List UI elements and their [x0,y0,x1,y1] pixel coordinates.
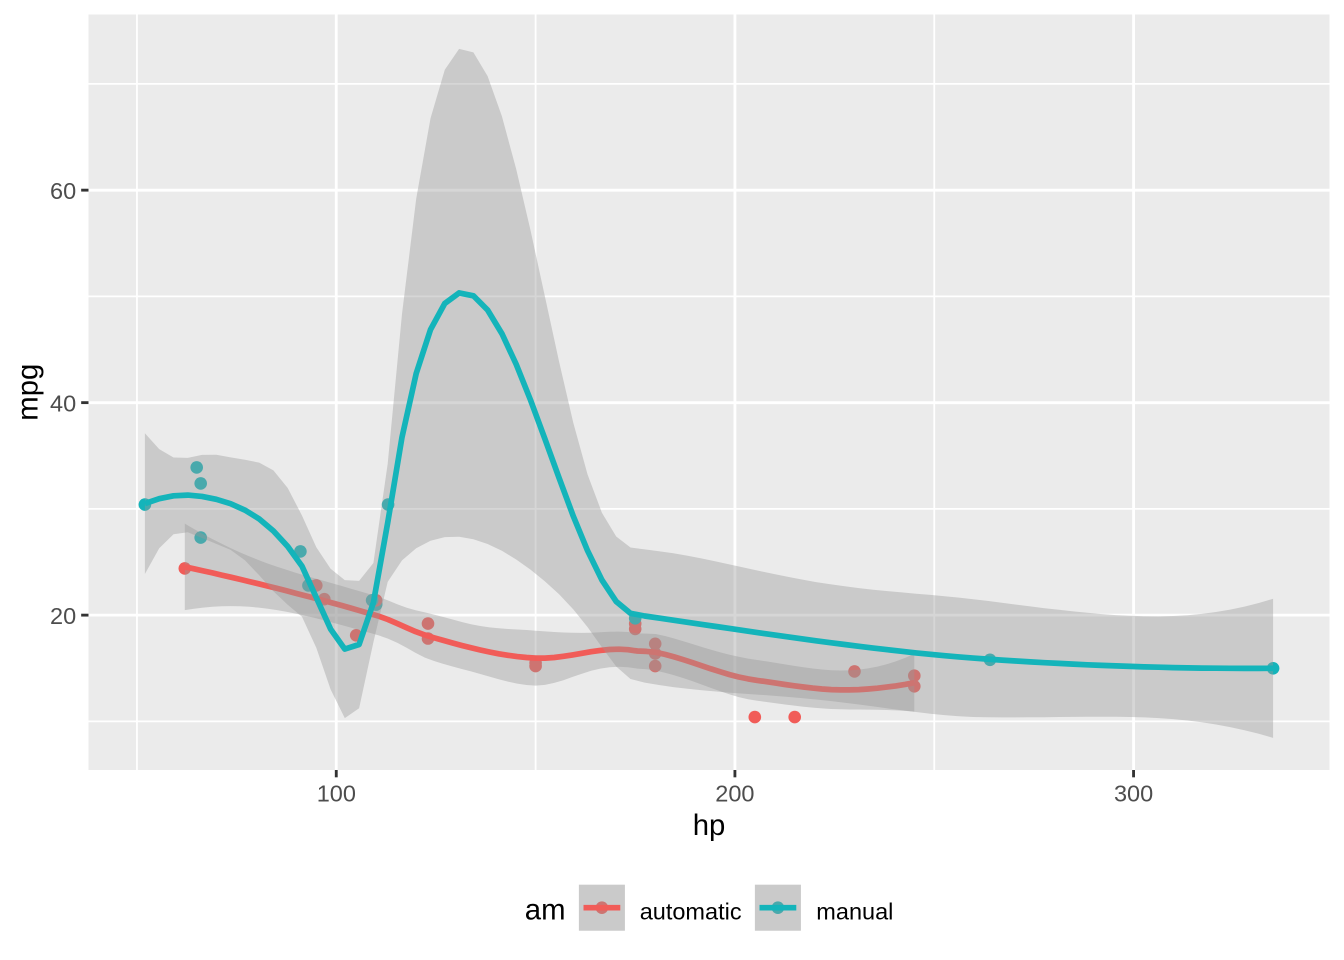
svg-text:automatic: automatic [640,898,742,924]
svg-text:60: 60 [50,178,76,204]
svg-text:am: am [525,893,566,926]
svg-text:hp: hp [693,809,726,842]
svg-text:manual: manual [816,898,893,924]
svg-text:40: 40 [50,390,76,416]
svg-text:100: 100 [317,781,356,807]
svg-text:200: 200 [715,781,754,807]
svg-text:20: 20 [50,603,76,629]
svg-text:mpg: mpg [12,364,45,421]
svg-text:300: 300 [1114,781,1153,807]
